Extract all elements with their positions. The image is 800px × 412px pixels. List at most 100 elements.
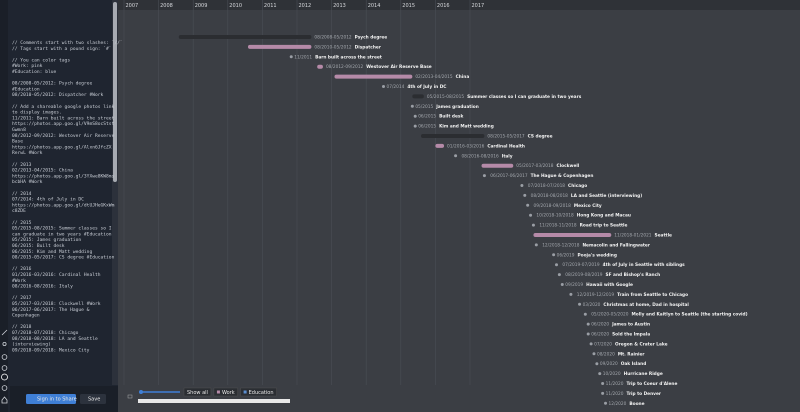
event-title[interactable]: Sold the Impala	[612, 332, 650, 338]
event-dot[interactable]	[454, 154, 458, 158]
event-title[interactable]: Mexico City	[574, 203, 602, 209]
event-dot[interactable]	[534, 243, 538, 247]
event-title[interactable]: Seattle	[655, 233, 672, 239]
event-dot[interactable]	[595, 362, 599, 366]
event-title[interactable]: Oak Island	[621, 361, 647, 367]
event-bar[interactable]	[533, 233, 612, 237]
event-title[interactable]: Psych degree	[355, 35, 388, 41]
event-dot[interactable]	[589, 342, 593, 346]
event-title[interactable]: Hurricane Ridge	[624, 371, 663, 377]
event-title[interactable]: Westover Air Reserve Base	[366, 64, 432, 70]
code-line: 08/2010-05/2012: Dispatcher #Work	[12, 92, 104, 98]
event-bar[interactable]	[481, 163, 514, 168]
event-title[interactable]: Hawaii with Google	[586, 282, 633, 288]
event-title[interactable]: Train from Seattle to Chicago	[617, 292, 688, 298]
event-dot[interactable]	[601, 391, 605, 395]
event-title[interactable]: Clockwell	[557, 163, 580, 169]
event-bar[interactable]	[178, 35, 312, 39]
event-title[interactable]: Hong Kong and Macau	[577, 213, 631, 219]
filter-label[interactable]: Work	[222, 390, 235, 396]
save-button[interactable]	[80, 394, 106, 404]
filter-button[interactable]	[213, 387, 238, 397]
event-bar[interactable]	[435, 143, 445, 148]
event-dot[interactable]	[557, 273, 561, 277]
event-dot[interactable]	[520, 184, 524, 187]
event-dot[interactable]	[586, 322, 590, 326]
event-bar[interactable]	[317, 64, 323, 69]
edit-icon[interactable]	[1, 329, 8, 336]
event-dot[interactable]	[604, 401, 608, 405]
event-title[interactable]: SF and Bishop's Ranch	[606, 272, 661, 278]
event-dot[interactable]	[523, 193, 527, 197]
event-bar[interactable]	[420, 134, 485, 138]
event-title[interactable]: Kim and Matt wedding	[439, 124, 494, 130]
save-label[interactable]: Save	[88, 397, 100, 403]
theme-icon[interactable]	[1, 365, 8, 371]
event-bar[interactable]	[334, 74, 413, 79]
event-title[interactable]: Molly and Kaitlyn to Seattle (the starti…	[631, 312, 747, 318]
filter-button[interactable]	[183, 387, 212, 397]
share-button[interactable]	[26, 394, 76, 404]
event-dot[interactable]	[552, 253, 556, 257]
event-title[interactable]: James to Austin	[611, 322, 650, 328]
event-title[interactable]: Cardinal Health	[487, 143, 525, 149]
event-title[interactable]: Summer classes so I can graduate in two …	[467, 94, 582, 100]
scrollbar-thumb[interactable]	[113, 2, 117, 182]
event-title[interactable]: Boone	[629, 401, 644, 407]
zoom-handle[interactable]	[139, 390, 143, 394]
share-label[interactable]: Sign in to Share	[37, 397, 77, 403]
event-title[interactable]: Road trip to Seattle	[580, 223, 628, 229]
event-title[interactable]: James graduation	[435, 104, 479, 110]
event-dot[interactable]	[560, 283, 564, 286]
event-title[interactable]: Pooja's wedding	[577, 252, 616, 258]
event-bar[interactable]	[412, 94, 424, 99]
github-icon[interactable]	[1, 385, 8, 391]
event-dot[interactable]	[555, 263, 558, 267]
event-dot[interactable]	[410, 104, 414, 108]
event-dot[interactable]	[529, 213, 533, 217]
event-title[interactable]: The Hague & Copenhagen	[531, 173, 594, 179]
event-dot[interactable]	[289, 55, 293, 59]
user-icon[interactable]	[2, 341, 7, 346]
event-dot[interactable]	[531, 223, 535, 227]
event-bar[interactable]	[247, 44, 312, 49]
filter-button[interactable]	[240, 387, 277, 397]
event-dot[interactable]	[413, 124, 417, 128]
menu-icon[interactable]	[127, 394, 133, 399]
event-title[interactable]: Built desk	[439, 114, 463, 120]
event-dot[interactable]	[526, 203, 530, 207]
event-title[interactable]: Trip to Coeur d'Alene	[626, 381, 677, 387]
event-dot[interactable]	[569, 292, 573, 296]
event-title[interactable]: Barn built across the street	[315, 54, 382, 60]
filter-label[interactable]: Show all	[187, 390, 208, 396]
event-title[interactable]: Trip to Denver	[626, 391, 661, 397]
event-title[interactable]: 4th of July in Seattle with siblings	[603, 262, 686, 268]
code-line: Base	[12, 139, 23, 145]
code-line: // You can color tags	[12, 57, 70, 63]
event-date: 07/2019-07/2019	[562, 262, 600, 268]
event-dot[interactable]	[583, 312, 587, 316]
event-title[interactable]: Dispatcher	[355, 44, 382, 50]
compass-icon[interactable]	[1, 354, 8, 360]
event-dot[interactable]	[601, 382, 605, 385]
home-icon[interactable]	[1, 396, 8, 404]
event-dot[interactable]	[598, 372, 602, 376]
event-dot[interactable]	[413, 114, 417, 118]
event-title[interactable]: Christmas at home, Dad in hospital	[603, 302, 689, 308]
event-title[interactable]: Chicago	[568, 183, 587, 189]
active-icon[interactable]	[1, 373, 8, 381]
event-dot[interactable]	[578, 302, 582, 306]
event-title[interactable]: 4th of July in DC	[407, 84, 446, 90]
event-title[interactable]: Mt. Rainier	[618, 351, 646, 357]
event-dot[interactable]	[482, 174, 486, 178]
filter-label[interactable]: Education	[249, 390, 274, 396]
event-title[interactable]: CS degree	[528, 134, 553, 140]
event-title[interactable]: LA and Seattle (interviewing)	[571, 193, 642, 199]
event-dot[interactable]	[382, 85, 385, 88]
event-title[interactable]: Nemacolin and Fallingwater	[582, 242, 650, 248]
event-title[interactable]: Oregon & Crater Lake	[615, 341, 668, 347]
event-title[interactable]: Italy	[502, 153, 513, 159]
event-dot[interactable]	[586, 332, 590, 336]
event-title[interactable]: China	[456, 74, 470, 80]
event-dot[interactable]	[592, 352, 596, 356]
